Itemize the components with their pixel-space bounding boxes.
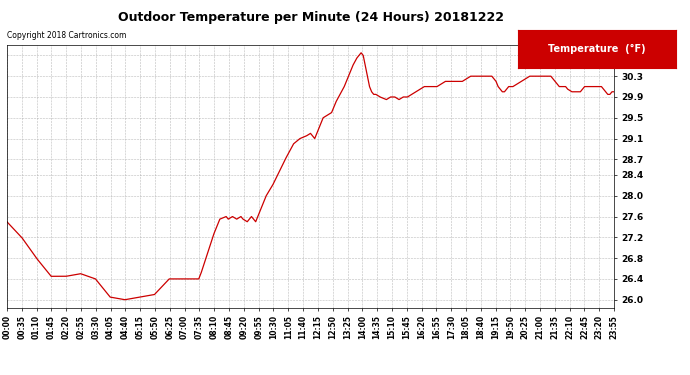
Text: Outdoor Temperature per Minute (24 Hours) 20181222: Outdoor Temperature per Minute (24 Hours… — [117, 11, 504, 24]
Text: Copyright 2018 Cartronics.com: Copyright 2018 Cartronics.com — [7, 31, 126, 40]
Text: Temperature  (°F): Temperature (°F) — [548, 44, 646, 54]
